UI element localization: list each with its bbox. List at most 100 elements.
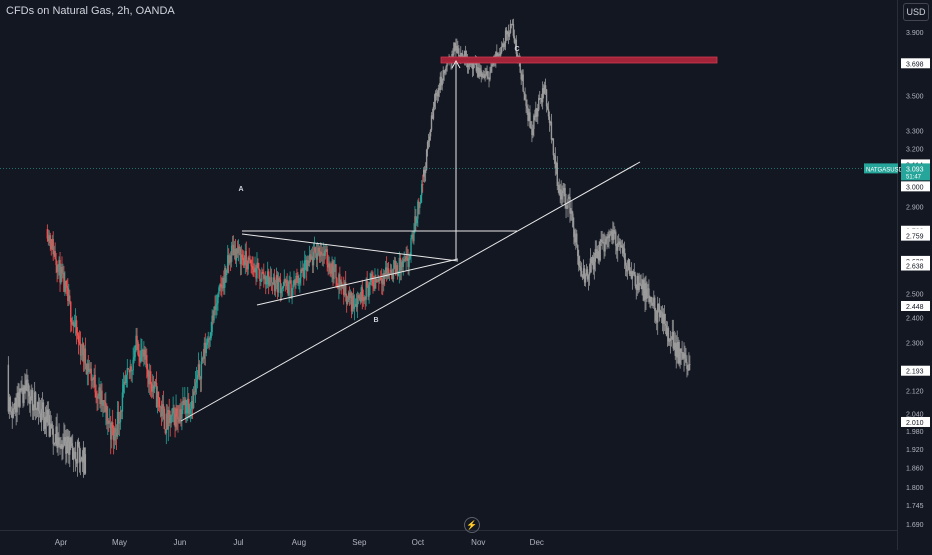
projection-candle-body-109 xyxy=(529,112,531,128)
projection-candle-body-45 xyxy=(466,61,469,68)
candle-body-32 xyxy=(77,335,80,342)
candle-body-350 xyxy=(387,268,390,274)
candle-body-122 xyxy=(165,413,167,434)
projection-candle-body-80 xyxy=(501,46,503,53)
projection-candle-body-118 xyxy=(538,97,540,110)
candle-body-89 xyxy=(133,357,135,360)
candle-body-271 xyxy=(310,256,313,260)
candle-body-4 xyxy=(50,243,52,250)
candle-body-110 xyxy=(153,382,156,389)
candle-body-351 xyxy=(388,273,391,275)
candle-body-103 xyxy=(147,368,149,377)
projection-candle-body-13 xyxy=(435,92,438,95)
projection-candle-body-161 xyxy=(579,267,582,271)
candle-body-102 xyxy=(146,355,148,369)
projection-candle-body-21 xyxy=(443,70,445,74)
projection-candle-body-68 xyxy=(489,71,491,80)
candle-body-303 xyxy=(342,284,344,288)
projection-candle-body-75 xyxy=(496,51,498,57)
candle-body-193 xyxy=(234,249,237,261)
projection-candle-body-16 xyxy=(438,88,440,91)
projection-candle-body-225 xyxy=(642,280,644,290)
projection-candle-body-3 xyxy=(425,149,428,170)
x-tick-label: Apr xyxy=(55,538,68,547)
projection-candle-body-18 xyxy=(440,76,442,86)
projection-candle-body-186 xyxy=(604,243,606,252)
candle-body-119 xyxy=(162,404,165,409)
x-tick-label: Oct xyxy=(412,538,425,547)
candle-body-129 xyxy=(172,407,174,409)
candle-body-176 xyxy=(218,287,220,295)
candle-body-197 xyxy=(238,246,241,249)
price-label-box xyxy=(901,260,930,271)
candle-body-90 xyxy=(134,350,136,358)
projection-candle-body-208 xyxy=(625,265,628,272)
y-tick-label: 1.800 xyxy=(906,485,924,492)
lightning-bolt-icon[interactable]: ⚡ xyxy=(464,517,480,533)
candle-body-243 xyxy=(283,279,285,286)
candle-body-140 xyxy=(183,400,185,405)
projection-candle-body-78 xyxy=(499,53,501,56)
projection-candle-body-291 xyxy=(24,385,26,391)
price-label: 3.698 xyxy=(906,61,924,68)
candle-body-93 xyxy=(137,341,139,355)
projection-candle-body-234 xyxy=(651,302,653,306)
projection-candle-body-216 xyxy=(633,272,635,275)
candle-body-75 xyxy=(119,410,122,423)
currency-button[interactable]: USD xyxy=(903,3,929,21)
candle-body-28 xyxy=(73,326,76,327)
projection-candle-body-281 xyxy=(14,397,16,410)
candle-body-230 xyxy=(270,277,273,283)
candle-body-113 xyxy=(156,391,159,408)
candle-body-290 xyxy=(329,263,331,272)
projection-candle-body-324 xyxy=(56,426,58,448)
projection-candle-body-105 xyxy=(525,99,527,107)
candle-body-260 xyxy=(300,269,302,279)
candle-body-357 xyxy=(394,260,397,275)
projection-candle-body-309 xyxy=(41,402,44,409)
projection-candle-body-114 xyxy=(534,115,536,118)
y-tick-label: 2.300 xyxy=(906,341,924,348)
projection-candle-body-252 xyxy=(668,341,671,342)
candle-body-215 xyxy=(256,262,258,279)
projection-candle-body-229 xyxy=(646,289,648,300)
projection-candle-body-106 xyxy=(526,106,528,109)
candle-body-143 xyxy=(186,406,188,414)
projection-candle-body-217 xyxy=(634,274,636,287)
projection-candle-body-58 xyxy=(479,68,481,71)
projection-candle-body-140 xyxy=(559,189,561,195)
candle-body-137 xyxy=(180,409,182,419)
projection-candle-body-47 xyxy=(468,61,471,66)
projection-candle-body-93 xyxy=(513,36,516,43)
candle-body-377 xyxy=(414,216,416,232)
projection-candle-body-213 xyxy=(630,271,633,279)
projection-candle-body-278 xyxy=(11,411,13,418)
candle-body-353 xyxy=(390,269,393,275)
candle-body-278 xyxy=(317,247,320,254)
projection-candle-body-253 xyxy=(669,338,672,342)
projection-candle-body-244 xyxy=(660,311,663,313)
projection-candle-body-230 xyxy=(647,288,649,290)
axes-layer: 3.900 3.500 3.300 3.200 2.900 2.500 2.400 2.300… xyxy=(55,30,930,547)
candle-body-59 xyxy=(104,401,106,413)
price-label: 3.000 xyxy=(906,184,924,191)
candle-body-258 xyxy=(298,282,300,284)
y-tick-label: 2.900 xyxy=(906,204,924,211)
candle-body-263 xyxy=(303,267,305,278)
candle-body-68 xyxy=(112,427,115,441)
projection-candle-body-320 xyxy=(52,428,54,444)
candle-body-196 xyxy=(237,246,240,254)
projection-candle-body-257 xyxy=(673,342,675,349)
candle-body-145 xyxy=(188,398,190,414)
candle-body-316 xyxy=(354,304,357,307)
candle-body-182 xyxy=(224,267,226,288)
projection-candle-body-204 xyxy=(621,245,624,254)
candle-body-381 xyxy=(418,201,420,208)
projection-candle-body-145 xyxy=(564,187,566,203)
projection-candle-body-99 xyxy=(519,58,521,73)
projection-candle-body-273 xyxy=(689,364,691,365)
candle-body-297 xyxy=(336,278,338,285)
candle-body-31 xyxy=(76,333,79,336)
projection-candle-body-322 xyxy=(54,443,56,445)
